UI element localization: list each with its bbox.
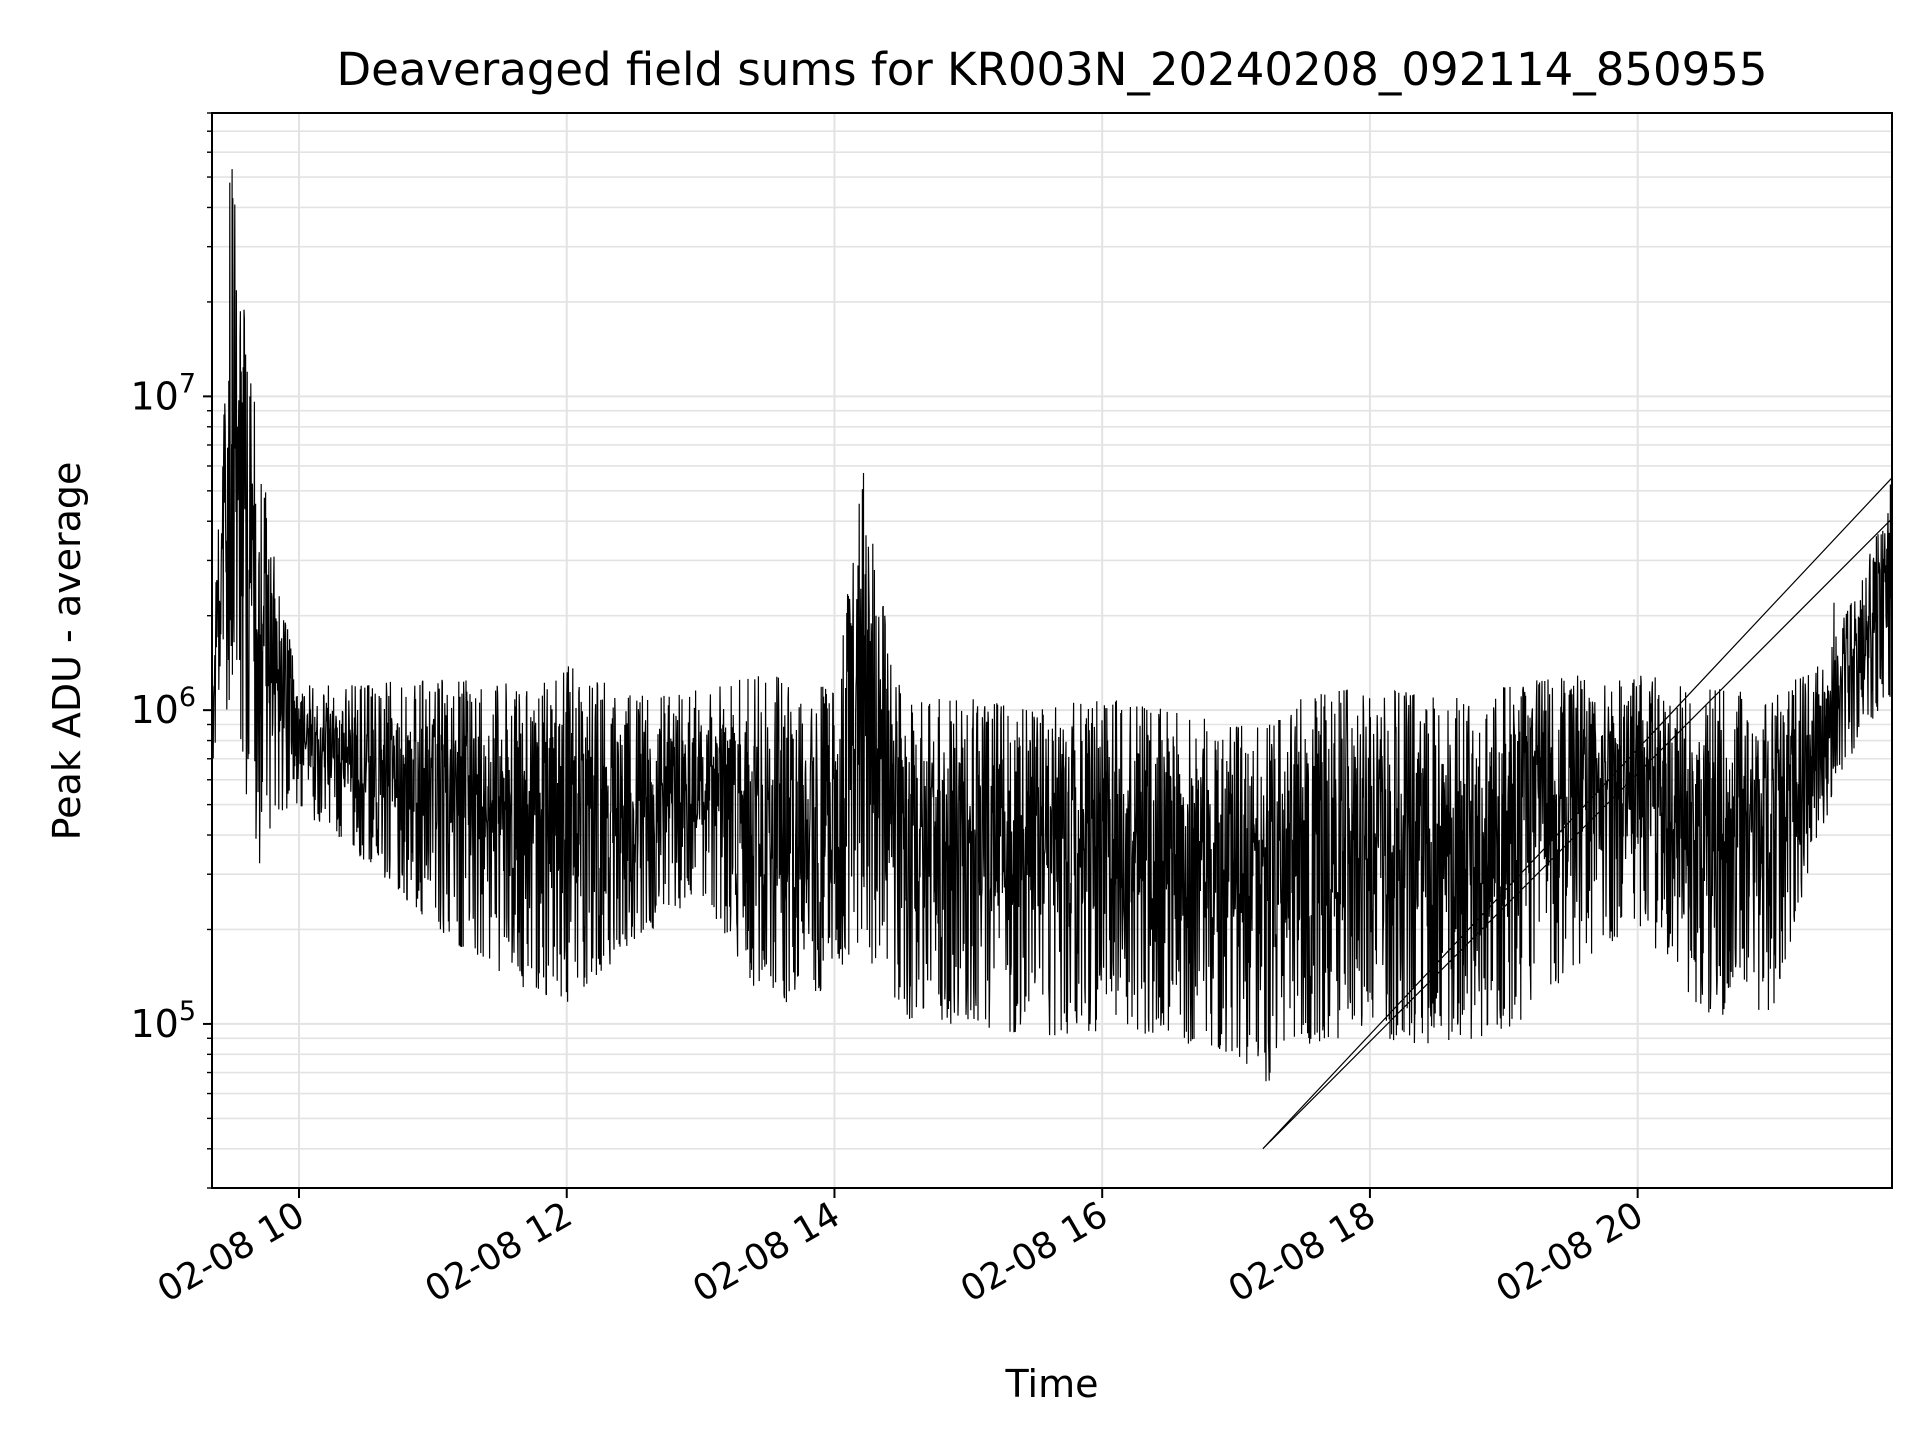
y-axis-label: Peak ADU - average <box>45 462 89 841</box>
y-tick-label: 106 <box>130 682 196 732</box>
y-tick-label: 107 <box>130 368 196 418</box>
plot-frame <box>211 112 1893 1189</box>
y-tick-label: 105 <box>130 996 196 1046</box>
series-line <box>211 169 1893 1150</box>
chart-title: Deaveraged field sums for KR003N_2024020… <box>337 43 1768 96</box>
series-path <box>211 169 1893 1150</box>
x-axis-label: Time <box>1005 1362 1099 1406</box>
